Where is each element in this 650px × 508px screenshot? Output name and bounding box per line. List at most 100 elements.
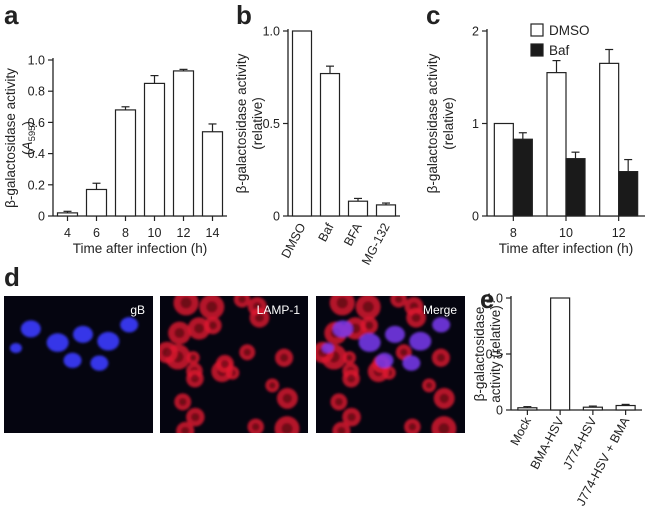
- x-tick-label-e: Mock: [508, 414, 535, 448]
- lamp-cell-core-8: [337, 426, 346, 433]
- lamp-cell-core-2: [243, 348, 251, 356]
- x-tick-label-a: 4: [64, 226, 71, 240]
- gb-cell-7: [321, 342, 334, 354]
- lamp-cell-core-22: [438, 423, 450, 433]
- y-tick-label-a: 1.0: [28, 54, 45, 68]
- bar-b-2: [347, 200, 369, 217]
- x-tick-label-c: 10: [559, 226, 573, 240]
- panel-letter-a: a: [4, 0, 19, 30]
- lamp-cell-core-15: [190, 354, 197, 361]
- y-tick-label-a: 0.4: [28, 147, 45, 161]
- gb-cell-1: [358, 333, 381, 352]
- y-tick-label-c: 1: [472, 117, 479, 131]
- lamp-cell-core-12: [347, 412, 356, 422]
- y-tick-label-b: 0: [273, 210, 280, 224]
- gb-cell-7: [9, 342, 22, 354]
- micrograph-merge-content: [316, 296, 457, 433]
- lamp-cell-core-12: [191, 412, 200, 422]
- y-tick-label-b: 1.0: [263, 25, 280, 39]
- lamp-cell-core-23: [282, 393, 293, 404]
- bar-a-0: [56, 212, 79, 217]
- y-axis-subtitle-symbol-a: A: [20, 141, 35, 151]
- bar-a-3: [143, 82, 166, 217]
- gb-cell-4: [432, 317, 451, 333]
- y-axis-subtitle-close-a: ): [20, 121, 35, 126]
- x-axis-title-a: Time after infection (h): [73, 241, 208, 256]
- micrograph-merge-label: Merge: [423, 303, 457, 317]
- lamp-cell-core-21: [174, 327, 185, 339]
- lamp-cell-core-15: [346, 354, 353, 361]
- micrograph-lamp1: LAMP-1: [160, 296, 308, 433]
- x-tick-label-a: 12: [177, 226, 191, 240]
- bar-b-0: [291, 30, 313, 217]
- bar-e-1: [550, 297, 571, 411]
- lamp-cell-core-10: [335, 398, 343, 406]
- y-axis-title-a: β-galactosidase activity: [3, 68, 18, 208]
- x-tick-label-b: DMSO: [279, 221, 309, 261]
- y-axis-subtitle-b: (relative): [250, 97, 265, 150]
- x-tick-label-a: 14: [206, 226, 220, 240]
- lamp-cell-core-18: [220, 359, 229, 369]
- gb-cell-0: [332, 320, 353, 338]
- micrograph-gB-content: [9, 317, 139, 371]
- y-tick-label-a: 0.6: [28, 116, 45, 130]
- lamp-cell-core-20: [350, 323, 361, 334]
- y-axis-subtitle-e: activity (relative): [488, 305, 503, 403]
- legend-label-c-1: Baf: [549, 43, 570, 58]
- panel-letter-d: d: [4, 262, 20, 292]
- y-tick-label-e: 1.0: [486, 292, 503, 306]
- micrograph-gB-label: gB: [130, 303, 145, 317]
- lamp-cell-core-25: [208, 321, 217, 330]
- lamp-cell-core-4: [254, 313, 264, 323]
- x-axis-title-c: Time after infection (h): [499, 241, 634, 256]
- lamp-cell-core-14: [425, 382, 433, 389]
- lamp-cell-core-20: [194, 323, 205, 334]
- bar-c-0-0: [493, 122, 514, 217]
- x-tick-label-b: Baf: [315, 220, 336, 244]
- panel-letter-e: e: [480, 284, 494, 314]
- bar-c-1-0: [546, 72, 567, 217]
- x-tick-label-c: 12: [612, 226, 626, 240]
- x-tick-label-a: 8: [122, 226, 129, 240]
- bar-a-5: [201, 131, 224, 217]
- gb-cell-2: [72, 325, 93, 343]
- bar-a-1: [85, 188, 108, 217]
- bar-c-1-1: [565, 158, 586, 217]
- lamp-cell-core-23: [439, 393, 449, 404]
- y-tick-label-a: 0: [38, 210, 45, 224]
- bar-c-2-1: [618, 171, 639, 217]
- legend-swatch-c-0: [530, 23, 544, 37]
- lamp-cell-core-5: [180, 297, 192, 309]
- lamp-cell-core-19: [280, 353, 289, 362]
- y-tick-label-a: 0.2: [28, 178, 45, 192]
- y-tick-label-a: 0.8: [28, 85, 45, 99]
- gb-cell-1: [46, 333, 69, 352]
- micrograph-merge: Merge: [316, 296, 465, 433]
- lamp-cell-core-4: [411, 313, 421, 323]
- y-tick-label-c: 2: [472, 25, 479, 39]
- y-tick-label-b: 0.5: [263, 117, 280, 131]
- lamp-cell-core-16: [162, 347, 172, 358]
- gb-cell-6: [90, 355, 109, 371]
- gb-cell-0: [20, 320, 41, 338]
- lamp-cell-core-5: [336, 297, 348, 309]
- bar-e-2: [582, 406, 603, 411]
- gb-cell-6: [402, 355, 421, 371]
- lamp-cell-core-19: [436, 353, 446, 362]
- lamp-cell-core-8: [181, 426, 190, 433]
- lamp-cell-core-2: [400, 348, 408, 356]
- lamp-cell-core-24: [238, 296, 246, 304]
- x-tick-label-b: BFA: [341, 220, 365, 248]
- lamp-cell-core-10: [178, 398, 187, 406]
- lamp-cell-core-11: [206, 301, 218, 313]
- bar-c-2-0: [599, 62, 620, 217]
- lamp-cell-core-13: [347, 374, 356, 383]
- lamp-cell-core-11: [362, 301, 374, 313]
- bar-b-3: [375, 204, 397, 217]
- y-axis-subtitle-c: (relative): [441, 97, 456, 150]
- micrograph-lamp1-label: LAMP-1: [257, 303, 301, 317]
